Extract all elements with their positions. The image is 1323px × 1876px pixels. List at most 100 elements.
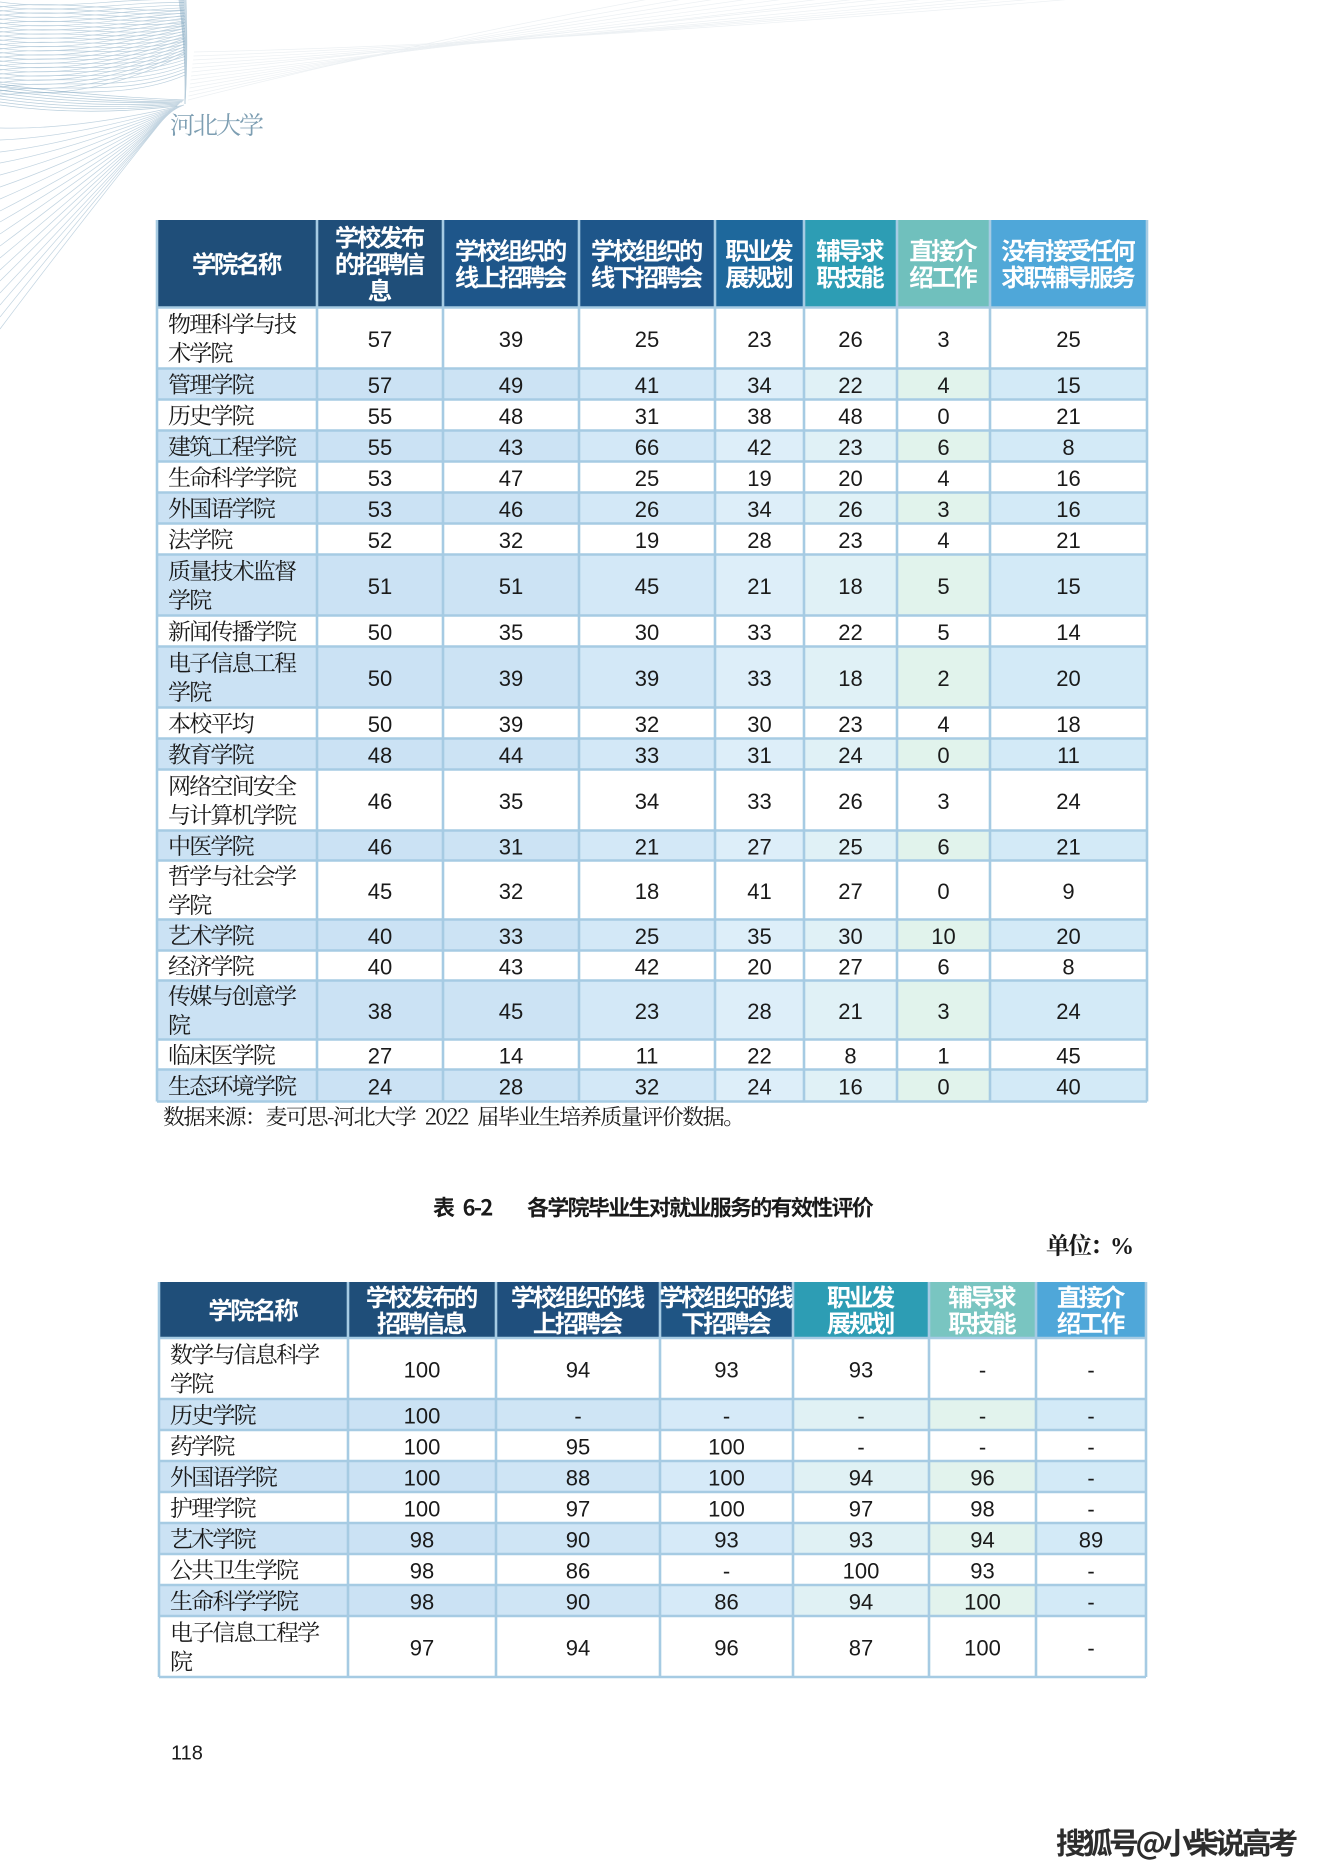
svg-text:1: 1 (937, 1044, 949, 1069)
svg-text:90: 90 (566, 1590, 590, 1615)
svg-text:-: - (574, 1404, 581, 1429)
svg-text:4: 4 (937, 712, 949, 737)
svg-text:53: 53 (368, 497, 392, 522)
svg-text:100: 100 (404, 1466, 441, 1491)
svg-text:23: 23 (635, 999, 659, 1024)
svg-text:-: - (979, 1358, 986, 1383)
svg-text:93: 93 (970, 1559, 994, 1584)
svg-text:100: 100 (404, 1404, 441, 1429)
svg-text:-: - (1087, 1559, 1094, 1584)
svg-text:48: 48 (368, 743, 392, 768)
svg-text:22: 22 (838, 373, 862, 398)
svg-text:20: 20 (838, 466, 862, 491)
svg-text:26: 26 (838, 327, 862, 352)
svg-text:46: 46 (368, 789, 392, 814)
svg-text:94: 94 (566, 1358, 590, 1383)
svg-text:18: 18 (635, 879, 659, 904)
svg-text:23: 23 (747, 327, 771, 352)
svg-text:15: 15 (1056, 373, 1080, 398)
svg-text:-: - (857, 1404, 864, 1429)
svg-text:25: 25 (635, 327, 659, 352)
svg-text:94: 94 (566, 1636, 590, 1661)
svg-text:18: 18 (1056, 712, 1080, 737)
svg-text:27: 27 (368, 1044, 392, 1069)
svg-text:26: 26 (838, 497, 862, 522)
svg-text:6: 6 (937, 435, 949, 460)
svg-text:48: 48 (838, 404, 862, 429)
svg-text:-: - (1087, 1590, 1094, 1615)
svg-text:42: 42 (747, 435, 771, 460)
svg-text:24: 24 (1056, 789, 1080, 814)
svg-text:9: 9 (1062, 879, 1074, 904)
svg-text:22: 22 (747, 1044, 771, 1069)
svg-text:90: 90 (566, 1528, 590, 1553)
svg-text:24: 24 (1056, 999, 1080, 1024)
svg-text:-: - (723, 1559, 730, 1584)
svg-text:45: 45 (499, 999, 523, 1024)
svg-text:31: 31 (635, 404, 659, 429)
svg-text:4: 4 (937, 373, 949, 398)
svg-text:45: 45 (635, 574, 659, 599)
svg-text:20: 20 (1056, 666, 1080, 691)
svg-text:25: 25 (635, 466, 659, 491)
svg-text:0: 0 (937, 879, 949, 904)
svg-text:-: - (979, 1404, 986, 1429)
svg-text:24: 24 (368, 1075, 392, 1100)
svg-text:-: - (1087, 1358, 1094, 1383)
svg-text:21: 21 (635, 835, 659, 860)
svg-text:57: 57 (368, 373, 392, 398)
svg-text:8: 8 (1062, 435, 1074, 460)
svg-text:-: - (979, 1435, 986, 1460)
svg-text:26: 26 (838, 789, 862, 814)
svg-text:97: 97 (849, 1497, 873, 1522)
svg-text:100: 100 (964, 1590, 1001, 1615)
svg-text:11: 11 (1057, 743, 1080, 768)
svg-text:24: 24 (838, 743, 862, 768)
svg-text:5: 5 (937, 574, 949, 599)
svg-text:8: 8 (844, 1044, 856, 1069)
svg-text:39: 39 (499, 327, 523, 352)
svg-text:25: 25 (1056, 327, 1080, 352)
svg-text:%: % (1110, 1234, 1134, 1260)
svg-text:28: 28 (747, 528, 771, 553)
svg-text:47: 47 (499, 466, 523, 491)
svg-text:40: 40 (1056, 1075, 1080, 1100)
svg-text:33: 33 (635, 743, 659, 768)
svg-text:11: 11 (636, 1044, 659, 1069)
svg-text:45: 45 (368, 879, 392, 904)
svg-text:50: 50 (368, 712, 392, 737)
svg-text:5: 5 (937, 620, 949, 645)
svg-text:38: 38 (747, 404, 771, 429)
svg-text:-: - (1087, 1435, 1094, 1460)
svg-text:21: 21 (838, 999, 862, 1024)
svg-text:94: 94 (849, 1466, 873, 1491)
svg-text:28: 28 (747, 999, 771, 1024)
svg-text:53: 53 (368, 466, 392, 491)
svg-text:41: 41 (747, 879, 771, 904)
svg-text:33: 33 (747, 789, 771, 814)
svg-text:39: 39 (635, 666, 659, 691)
svg-text:27: 27 (747, 835, 771, 860)
svg-text:35: 35 (747, 924, 771, 949)
svg-text:100: 100 (708, 1466, 745, 1491)
svg-text:28: 28 (499, 1075, 523, 1100)
svg-text:2: 2 (937, 666, 949, 691)
svg-text:-: - (857, 1435, 864, 1460)
svg-text:23: 23 (838, 435, 862, 460)
svg-text:89: 89 (1079, 1528, 1103, 1553)
svg-text:18: 18 (838, 666, 862, 691)
svg-text:25: 25 (838, 835, 862, 860)
svg-text:41: 41 (635, 373, 659, 398)
svg-text:34: 34 (747, 497, 771, 522)
svg-text:-: - (1087, 1466, 1094, 1491)
svg-text:39: 39 (499, 712, 523, 737)
svg-text:-: - (723, 1404, 730, 1429)
svg-text:30: 30 (747, 712, 771, 737)
svg-text:86: 86 (566, 1559, 590, 1584)
svg-text:25: 25 (635, 924, 659, 949)
svg-text:27: 27 (838, 879, 862, 904)
svg-text:96: 96 (970, 1466, 994, 1491)
svg-text:32: 32 (635, 712, 659, 737)
svg-text:0: 0 (937, 404, 949, 429)
svg-text:20: 20 (1056, 924, 1080, 949)
